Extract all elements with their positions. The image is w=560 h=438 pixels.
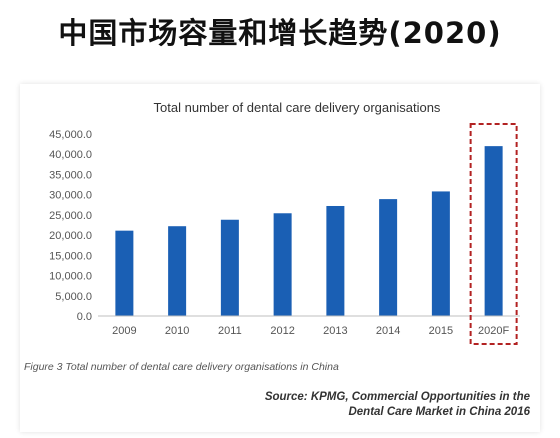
x-tick-label: 2011 — [218, 325, 242, 337]
source-note: Source: KPMG, Commercial Opportunities i… — [170, 390, 530, 420]
y-tick-label: 15,000.0 — [49, 250, 92, 262]
x-tick-label: 2013 — [323, 325, 347, 337]
y-tick-label: 30,000.0 — [49, 190, 92, 202]
y-tick-label: 0.0 — [77, 311, 92, 323]
bar-chart: Total number of dental care delivery org… — [49, 100, 520, 345]
bars — [115, 146, 503, 316]
x-axis: 2009 2010 2011 2012 2013 2014 2015 2020F — [98, 315, 520, 337]
x-tick-label: 2015 — [429, 325, 453, 337]
x-tick-label: 2020F — [478, 325, 509, 337]
forecast-highlight-box — [469, 123, 518, 345]
source-line-2: Dental Care Market in China 2016 — [348, 406, 530, 418]
chart-panel: Total number of dental care delivery org… — [20, 84, 540, 432]
figure-caption: Figure 3 Total number of dental care del… — [24, 361, 339, 373]
y-tick-label: 25,000.0 — [49, 210, 92, 222]
x-tick-label: 2010 — [165, 325, 189, 337]
y-tick-label: 5,000.0 — [55, 291, 92, 303]
bar-2010 — [168, 226, 187, 316]
bar-2015 — [431, 191, 450, 316]
bar-2012 — [273, 213, 292, 316]
bar-2013 — [326, 205, 345, 316]
bar-2011 — [220, 219, 239, 316]
y-tick-label: 40,000.0 — [49, 149, 92, 161]
y-tick-label: 45,000.0 — [49, 129, 92, 141]
bar-2014 — [379, 199, 398, 316]
y-tick-label: 10,000.0 — [49, 271, 92, 283]
page-title: 中国市场容量和增长趋势(2020) — [58, 16, 502, 50]
y-tick-label: 20,000.0 — [49, 230, 92, 242]
forecast-highlight — [469, 123, 518, 345]
x-tick-label: 2014 — [376, 325, 400, 337]
y-axis: 0.0 5,000.0 10,000.0 15,000.0 20,000.0 25,000… — [49, 129, 92, 323]
y-tick-label: 35,000.0 — [49, 169, 92, 181]
x-tick-label: 2012 — [270, 325, 294, 337]
bar-2020f — [484, 146, 503, 316]
chart-title: Total number of dental care delivery org… — [154, 100, 441, 115]
bar-2009 — [115, 230, 134, 316]
x-tick-label: 2009 — [112, 325, 136, 337]
source-line-1: Source: KPMG, Commercial Opportunities i… — [264, 391, 530, 403]
